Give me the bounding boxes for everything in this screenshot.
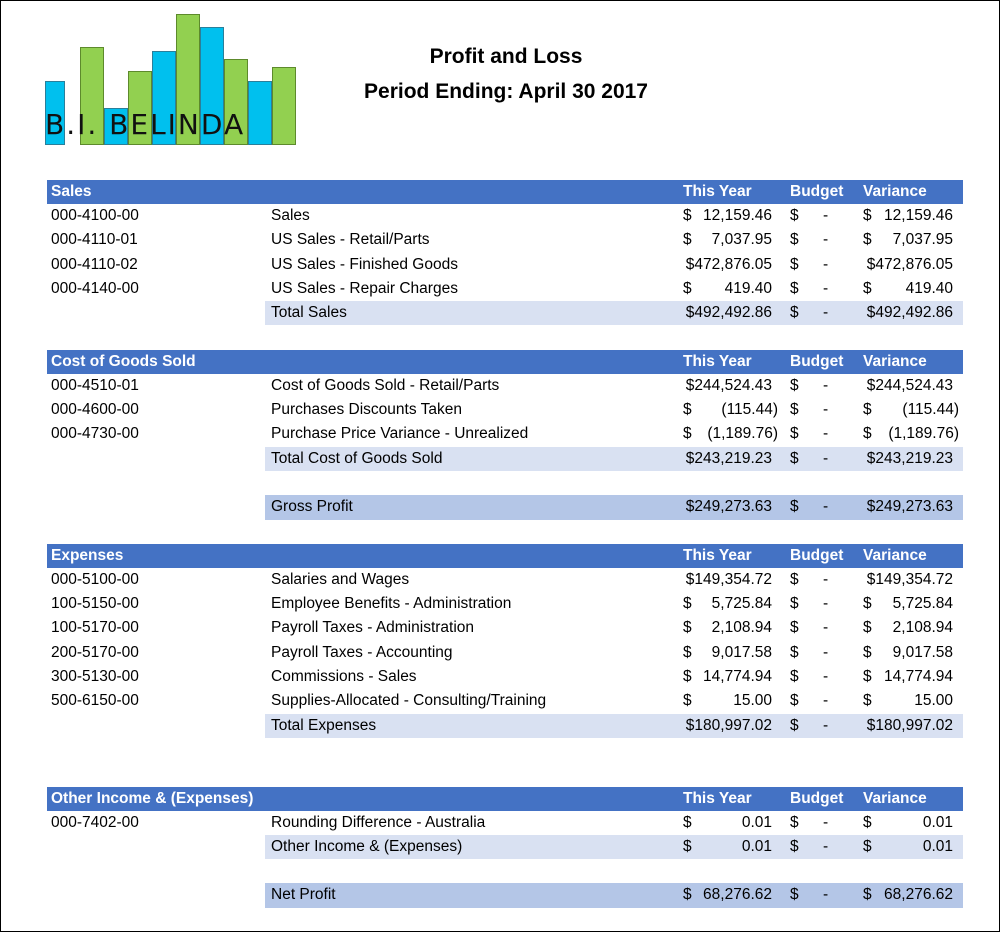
table-row: 000-4110-01 US Sales - Retail/Parts $ 7,… [51,231,953,249]
section-header-expenses: Expenses This Year Budget Variance [47,543,963,568]
table-row: 000-4730-00 Purchase Price Variance - Un… [51,425,959,443]
section-header-other: Other Income & (Expenses) This Year Budg… [47,786,963,811]
net-profit-row: Net Profit $ 68,276.62 $ - $ 68,276.62 [47,883,963,908]
pl-table: Sales This Year Budget Variance 000-4100… [47,180,963,908]
table-row: 100-5150-00 Employee Benefits - Administ… [51,595,953,613]
total-row-expenses: Total Expenses $180,997.02 $ - $180,997.… [47,713,963,738]
company-logo: B.I. BELINDA [45,13,297,145]
total-row-other: Other Income & (Expenses) $ 0.01 $ - $ 0… [47,834,963,860]
table-row: 200-5170-00 Payroll Taxes - Accounting $… [51,643,953,661]
section-header-cogs: Cost of Goods Sold This Year Budget Vari… [47,349,963,374]
table-row: 000-7402-00 Rounding Difference - Austra… [51,813,953,831]
table-row: 000-4140-00 US Sales - Repair Charges $ … [51,279,953,297]
gross-profit-row: Gross Profit $249,273.63 $ - $249,273.63 [47,495,963,520]
total-row-cogs: Total Cost of Goods Sold $243,219.23 $ -… [47,446,963,471]
table-row: 000-4110-02 US Sales - Finished Goods $4… [51,255,953,273]
total-row-sales: Total Sales $492,492.86 $ - $492,492.86 [47,301,963,326]
table-row: 100-5170-00 Payroll Taxes - Administrati… [51,619,953,637]
table-row: 500-6150-00 Supplies-Allocated - Consult… [51,692,953,710]
logo-text: B.I. BELINDA [45,108,246,141]
table-row: 000-4510-01 Cost of Goods Sold - Retail/… [51,376,953,394]
section-header-sales: Sales This Year Budget Variance [47,180,963,204]
table-row: 000-5100-00 Salaries and Wages $149,354.… [51,570,953,588]
table-row: 300-5130-00 Commissions - Sales $ 14,774… [51,668,953,686]
report-period: Period Ending: April 30 2017 [364,80,648,103]
report-title: Profit and Loss [429,45,583,68]
table-row: 000-4600-00 Purchases Discounts Taken $ … [51,401,959,419]
table-row: 000-4100-00 Sales $ 12,159.46 $ - $ 12,1… [51,207,953,224]
